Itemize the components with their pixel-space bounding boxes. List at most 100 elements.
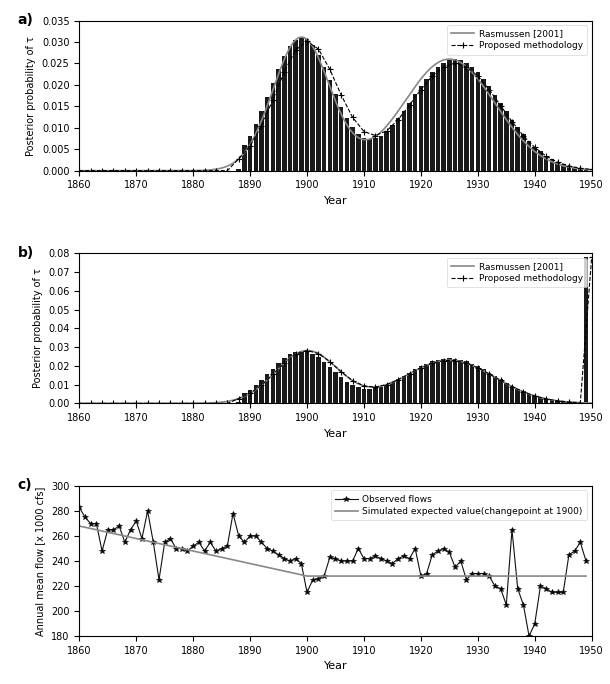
Bar bbox=[418, 86, 423, 171]
Bar bbox=[567, 402, 571, 404]
Text: a): a) bbox=[18, 13, 34, 27]
Proposed methodology bbox=[383, 127, 390, 135]
Bar bbox=[550, 400, 554, 404]
Bar bbox=[453, 59, 458, 171]
Bar bbox=[254, 124, 258, 171]
Rasmussen [2001] bbox=[76, 167, 83, 175]
Bar bbox=[425, 79, 429, 171]
Proposed methodology bbox=[144, 399, 151, 408]
Proposed methodology bbox=[110, 167, 117, 175]
Bar bbox=[521, 391, 526, 404]
Bar bbox=[407, 103, 412, 171]
Bar bbox=[459, 60, 463, 171]
Bar bbox=[544, 399, 548, 404]
Proposed methodology bbox=[497, 376, 504, 384]
Rasmussen [2001] bbox=[588, 166, 595, 174]
Rasmussen [2001] bbox=[301, 347, 309, 355]
Proposed methodology bbox=[87, 399, 95, 408]
Bar bbox=[248, 136, 253, 171]
Bar bbox=[567, 166, 571, 171]
Proposed methodology bbox=[167, 167, 174, 175]
Bar bbox=[350, 127, 355, 171]
Rasmussen [2001] bbox=[304, 346, 311, 354]
Proposed methodology bbox=[201, 399, 208, 408]
Proposed methodology bbox=[178, 399, 185, 408]
Bar bbox=[310, 45, 315, 171]
Proposed methodology bbox=[258, 122, 265, 130]
Bar bbox=[504, 383, 509, 404]
Proposed methodology bbox=[429, 72, 436, 80]
Bar bbox=[476, 367, 480, 404]
Proposed methodology bbox=[371, 131, 379, 140]
Proposed methodology bbox=[576, 399, 584, 407]
Bar bbox=[282, 56, 287, 171]
Proposed methodology bbox=[235, 395, 242, 403]
Bar bbox=[276, 68, 281, 171]
Observed flows bbox=[229, 510, 237, 518]
Proposed methodology bbox=[417, 364, 425, 372]
Bar bbox=[515, 127, 520, 171]
Bar bbox=[316, 55, 321, 171]
Bar bbox=[288, 354, 292, 404]
Bar bbox=[339, 378, 343, 404]
Bar bbox=[362, 137, 366, 171]
Proposed methodology bbox=[326, 358, 334, 366]
Bar bbox=[578, 403, 583, 404]
Rasmussen [2001] bbox=[128, 399, 135, 408]
Bar bbox=[527, 394, 531, 404]
Proposed methodology bbox=[110, 399, 117, 408]
Bar bbox=[293, 352, 298, 404]
Proposed methodology bbox=[349, 376, 356, 384]
Line: Rasmussen [2001]: Rasmussen [2001] bbox=[79, 37, 592, 171]
Proposed methodology bbox=[554, 158, 561, 166]
Proposed methodology bbox=[383, 380, 390, 389]
Proposed methodology bbox=[371, 383, 379, 391]
Proposed methodology bbox=[235, 155, 242, 163]
Bar bbox=[521, 135, 526, 171]
Bar bbox=[367, 389, 372, 404]
Proposed methodology bbox=[281, 359, 288, 367]
Bar bbox=[436, 67, 440, 171]
Bar bbox=[265, 374, 270, 404]
Proposed methodology bbox=[258, 381, 265, 389]
Proposed methodology bbox=[486, 86, 493, 94]
Proposed methodology bbox=[531, 392, 539, 400]
Bar bbox=[515, 389, 520, 404]
Line: Observed flows: Observed flows bbox=[76, 505, 589, 639]
Bar bbox=[316, 357, 321, 404]
Bar bbox=[572, 402, 577, 404]
Rasmussen [2001] bbox=[428, 359, 436, 367]
Bar bbox=[481, 79, 486, 171]
Bar bbox=[293, 40, 298, 171]
Bar bbox=[259, 111, 264, 171]
Bar bbox=[271, 83, 275, 171]
Proposed methodology bbox=[451, 356, 459, 365]
Rasmussen [2001] bbox=[298, 33, 305, 41]
Bar bbox=[487, 373, 492, 404]
Bar bbox=[299, 351, 304, 404]
Bar bbox=[401, 111, 406, 171]
Bar bbox=[413, 94, 417, 171]
Proposed methodology bbox=[588, 253, 595, 261]
Proposed methodology bbox=[246, 142, 254, 150]
Bar bbox=[322, 362, 326, 404]
Observed flows bbox=[565, 551, 573, 559]
Proposed methodology bbox=[167, 399, 174, 408]
Proposed methodology bbox=[520, 388, 527, 396]
Bar bbox=[561, 402, 565, 404]
Bar bbox=[254, 385, 258, 404]
Proposed methodology bbox=[361, 382, 368, 390]
Text: c): c) bbox=[18, 479, 32, 492]
Simulated expected value(changepoint at 1900) bbox=[503, 572, 510, 580]
Proposed methodology bbox=[269, 370, 276, 378]
Bar bbox=[362, 389, 366, 404]
Proposed methodology bbox=[508, 118, 515, 126]
Bar bbox=[276, 363, 281, 404]
Bar bbox=[373, 388, 378, 404]
Proposed methodology bbox=[497, 101, 504, 109]
Simulated expected value(changepoint at 1900) bbox=[514, 572, 522, 580]
Proposed methodology bbox=[201, 167, 208, 175]
Bar bbox=[481, 369, 486, 404]
Bar bbox=[425, 364, 429, 404]
Proposed methodology bbox=[87, 167, 95, 175]
